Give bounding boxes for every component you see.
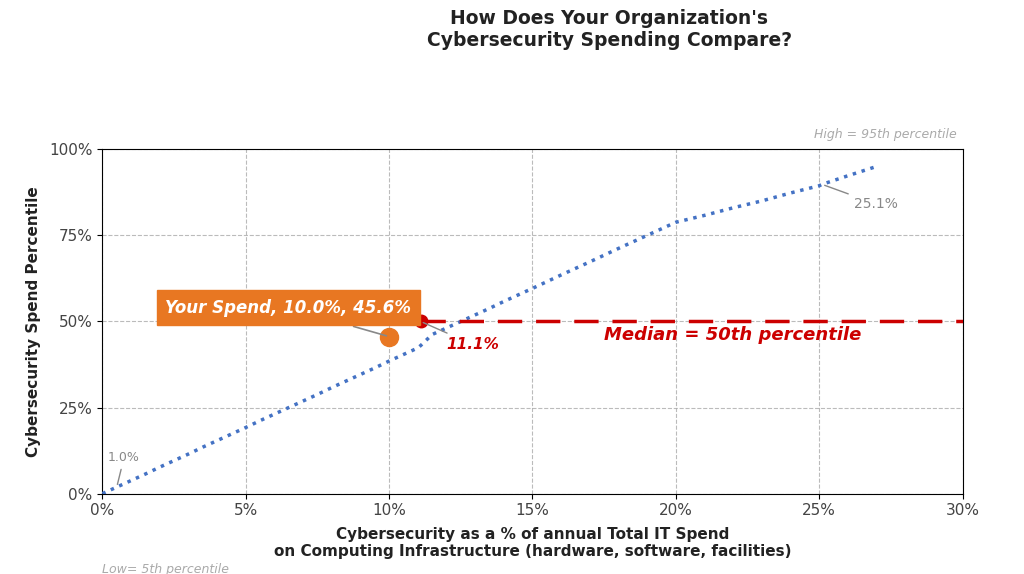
- Text: Low= 5th percentile: Low= 5th percentile: [102, 563, 229, 574]
- Text: 1.0%: 1.0%: [109, 451, 140, 484]
- Text: Median = 50th percentile: Median = 50th percentile: [604, 327, 861, 344]
- Text: Your Spend, 10.0%, 45.6%: Your Spend, 10.0%, 45.6%: [166, 299, 412, 336]
- Text: High = 95th percentile: High = 95th percentile: [814, 127, 956, 141]
- Y-axis label: Cybersecurity Spend Percentile: Cybersecurity Spend Percentile: [26, 186, 41, 457]
- Text: How Does Your Organization's
Cybersecurity Spending Compare?: How Does Your Organization's Cybersecuri…: [427, 9, 792, 49]
- Text: 25.1%: 25.1%: [824, 185, 897, 211]
- Text: 11.1%: 11.1%: [423, 323, 500, 352]
- Text: % Cybersecurity: % Cybersecurity: [173, 86, 339, 104]
- X-axis label: Cybersecurity as a % of annual Total IT Spend
on Computing Infrastructure (hardw: Cybersecurity as a % of annual Total IT …: [273, 527, 792, 559]
